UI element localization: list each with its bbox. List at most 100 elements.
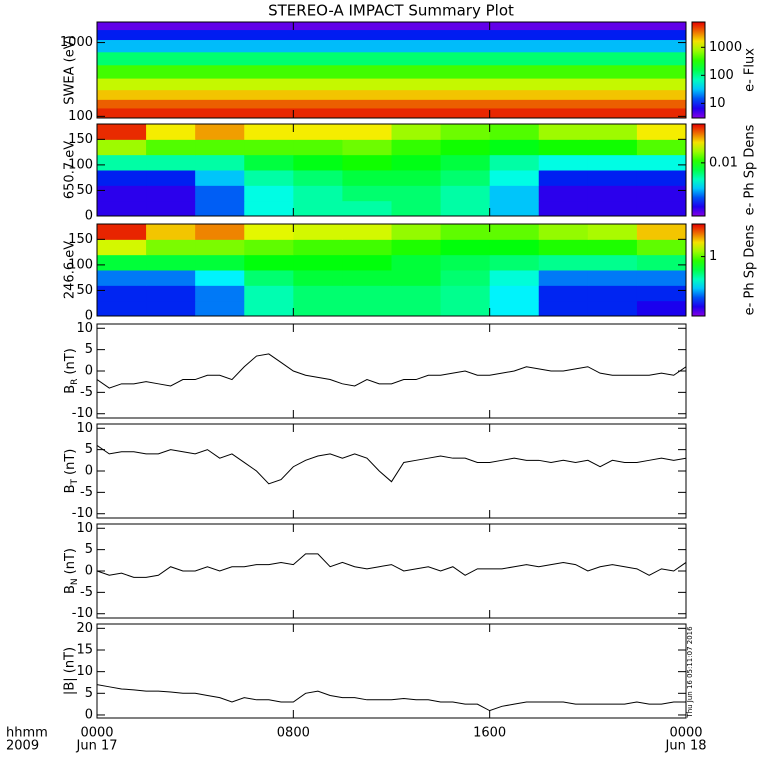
- heat-cell: [342, 139, 392, 156]
- heat-cell: [342, 154, 392, 171]
- y-axis-label-sub: R: [70, 379, 80, 385]
- heat-cell: [195, 300, 245, 316]
- heat-cell: [244, 300, 294, 316]
- heat-cell: [146, 124, 196, 140]
- heat-cell: [636, 300, 686, 316]
- heat-cell: [97, 239, 147, 256]
- heat-cell: [146, 270, 196, 286]
- heat-cell: [391, 285, 442, 302]
- heat-cell: [587, 224, 638, 240]
- y-tick-label: 10: [76, 321, 93, 336]
- y-tick-label: 150: [68, 132, 93, 147]
- colorbar-label: e- Ph Sp Dens: [743, 124, 758, 215]
- heat-cell: [489, 254, 540, 271]
- heat-cell: [244, 239, 294, 256]
- heat-cell: [440, 154, 491, 171]
- heat-cell: [489, 239, 540, 256]
- heat-cell: [391, 154, 442, 171]
- heat-cell: [293, 224, 343, 240]
- heat-cell: [489, 200, 540, 216]
- x-tick-label: 0800: [277, 726, 310, 741]
- heat-cell: [440, 200, 491, 216]
- heat-cell: [391, 139, 442, 156]
- heat-cell: [244, 270, 294, 286]
- heat-cell: [342, 185, 392, 202]
- heat-cell: [244, 224, 294, 240]
- heat-cell: [195, 224, 245, 240]
- heat-cell: [538, 254, 589, 271]
- heat-cell: [97, 224, 147, 240]
- timestamp: Thu Jun 16 05:11:07 2016: [686, 626, 694, 719]
- heat-cell: [195, 254, 245, 271]
- heat-cell: [293, 254, 343, 271]
- colorbar-tick-label: 1: [709, 249, 717, 264]
- panel-content: [97, 124, 686, 216]
- heat-cell: [244, 139, 294, 156]
- panel-content: [97, 353, 686, 389]
- heat-cell: [489, 300, 540, 316]
- heat-cell: [440, 185, 491, 202]
- heat-cell: [391, 170, 442, 186]
- y-axis-label: BN (nT): [63, 548, 80, 594]
- heat-cell: [538, 170, 589, 186]
- year: 2009: [6, 739, 39, 754]
- heat-cell: [538, 224, 589, 240]
- colorbar: [691, 223, 706, 317]
- y-tick-label: 1000: [60, 35, 93, 50]
- heat-cell: [146, 185, 196, 202]
- panel-content: [97, 684, 686, 712]
- heat-cell: [587, 154, 638, 171]
- heat-cell: [293, 124, 343, 140]
- y-axis-label-unit: (nT): [63, 348, 78, 374]
- heat-cell: [293, 285, 343, 302]
- y-axis-label-sub: N: [70, 578, 80, 585]
- heat-cell: [636, 170, 686, 186]
- colorbar-tick-label: 100: [709, 68, 734, 83]
- heat-cell: [195, 270, 245, 286]
- colorbar: [691, 21, 706, 119]
- y-axis-label-main: B: [63, 385, 78, 394]
- heat-cell: [342, 239, 392, 256]
- heat-cell: [391, 124, 442, 140]
- y-tick-label: 100: [68, 109, 93, 124]
- heat-cell: [146, 154, 196, 171]
- heat-cell: [97, 254, 147, 271]
- heat-cell: [97, 22, 686, 31]
- heat-cell: [636, 200, 686, 216]
- heat-cell: [440, 139, 491, 156]
- time-unit: hhmm: [6, 726, 48, 741]
- heat-cell: [342, 200, 392, 216]
- heat-cell: [97, 185, 147, 202]
- heat-cell: [146, 170, 196, 186]
- x-tick-label: 1600: [473, 726, 506, 741]
- data-line: [97, 353, 686, 389]
- heat-cell: [587, 270, 638, 286]
- heat-cell: [97, 124, 147, 140]
- heat-cell: [146, 300, 196, 316]
- data-line: [97, 684, 686, 712]
- y-tick-label: 100: [68, 157, 93, 172]
- heat-cell: [636, 285, 686, 302]
- heat-cell: [342, 254, 392, 271]
- y-tick-label: 0: [85, 564, 93, 579]
- x-date-label: Jun 18: [665, 739, 707, 754]
- y-tick-label: 10: [76, 664, 93, 679]
- heat-cell: [97, 107, 686, 118]
- panel-frame: [96, 223, 687, 317]
- heat-cell: [97, 99, 686, 109]
- heat-cell: [97, 285, 147, 302]
- heat-cell: [195, 200, 245, 216]
- heat-cell: [293, 185, 343, 202]
- heat-cell: [97, 89, 686, 100]
- y-tick-label: 50: [76, 183, 93, 198]
- heat-cell: [293, 270, 343, 286]
- heat-cell: [195, 124, 245, 140]
- y-tick-label: -10: [72, 606, 93, 621]
- heat-cell: [489, 124, 540, 140]
- heat-cell: [342, 300, 392, 316]
- y-axis-label-unit: (nT): [63, 548, 78, 574]
- heat-cell: [636, 139, 686, 156]
- heat-cell: [538, 200, 589, 216]
- y-axis-label: BR (nT): [63, 348, 80, 394]
- heat-cell: [489, 170, 540, 186]
